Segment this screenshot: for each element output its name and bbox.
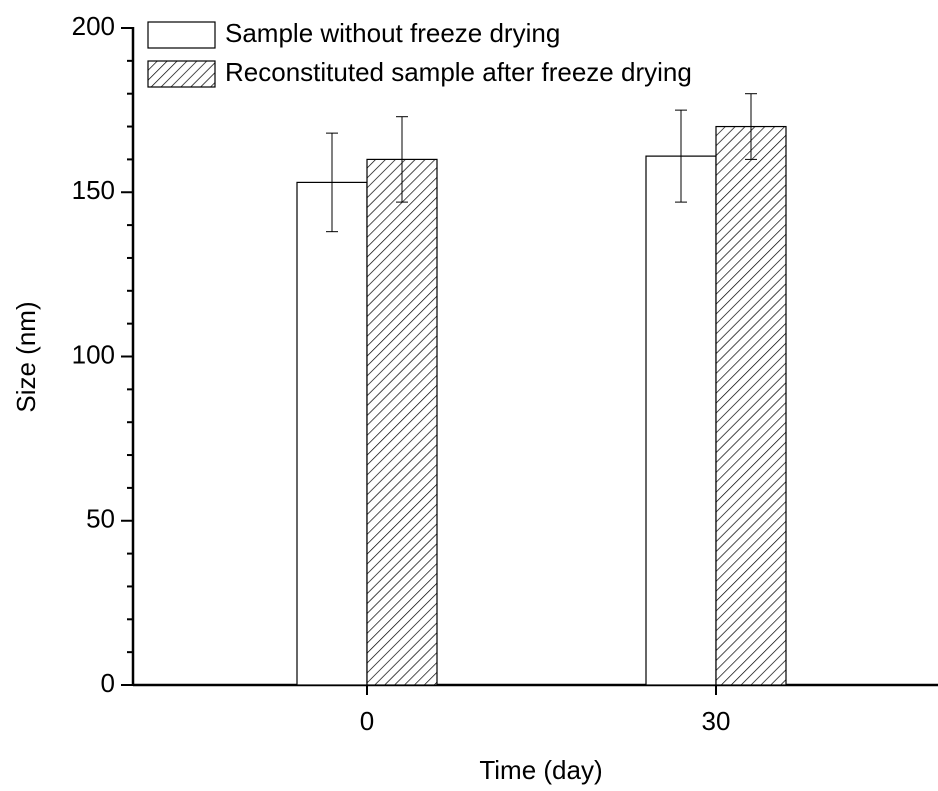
y-tick-label: 0 — [101, 668, 115, 698]
bar — [296, 181, 368, 686]
legend-label: Reconstituted sample after freeze drying — [225, 57, 692, 87]
y-tick-label: 100 — [72, 339, 115, 369]
legend-swatch — [147, 60, 216, 88]
bar — [715, 125, 787, 686]
bar — [366, 158, 438, 686]
legend-swatch — [147, 21, 216, 49]
y-tick-label: 150 — [72, 175, 115, 205]
y-tick-label: 200 — [72, 11, 115, 41]
bar — [645, 155, 717, 686]
y-tick-label: 50 — [86, 504, 115, 534]
y-axis-title: Size (nm) — [11, 301, 41, 412]
x-tick-label: 30 — [702, 706, 731, 736]
legend-label: Sample without freeze drying — [225, 18, 560, 48]
x-axis-title: Time (day) — [479, 755, 602, 785]
x-tick-label: 0 — [360, 706, 374, 736]
